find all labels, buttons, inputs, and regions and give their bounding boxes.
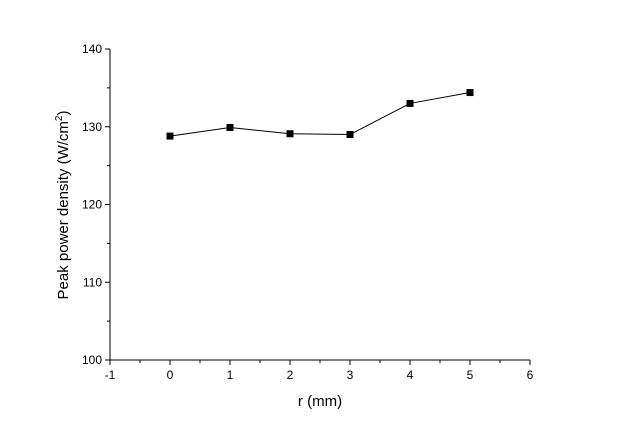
y-tick-label: 130 — [82, 120, 102, 134]
plot-area — [166, 89, 474, 140]
y-axis-title: Peak power density (W/cm2) — [54, 111, 72, 300]
data-point — [406, 99, 414, 107]
x-axis: -1 0 1 2 3 4 5 6 — [105, 359, 534, 382]
data-point — [466, 89, 474, 97]
x-axis-title: r (mm) — [298, 393, 342, 410]
y-axis-title-main: Peak power density (W/cm — [55, 121, 72, 299]
data-point — [346, 131, 354, 139]
x-tick-label: -1 — [105, 368, 116, 382]
data-point — [286, 130, 294, 138]
y-tick-label: 120 — [82, 198, 102, 212]
data-point — [226, 124, 234, 132]
x-tick-label: 0 — [167, 368, 174, 382]
x-tick-label: 2 — [287, 368, 294, 382]
y-axis-title-close: ) — [55, 111, 72, 116]
y-tick-label: 140 — [82, 42, 102, 56]
y-tick-label: 110 — [83, 275, 102, 289]
x-tick-label: 6 — [527, 368, 534, 382]
data-point — [166, 132, 174, 140]
y-axis: 100 110 120 130 140 — [82, 42, 111, 367]
y-tick-label: 100 — [82, 353, 102, 367]
x-tick-label: 3 — [347, 368, 354, 382]
y-axis-title-superscript: 2 — [54, 115, 65, 121]
x-tick-label: 1 — [227, 368, 234, 382]
x-tick-label: 5 — [467, 368, 474, 382]
x-tick-label: 4 — [407, 368, 414, 382]
series-line — [169, 92, 471, 137]
